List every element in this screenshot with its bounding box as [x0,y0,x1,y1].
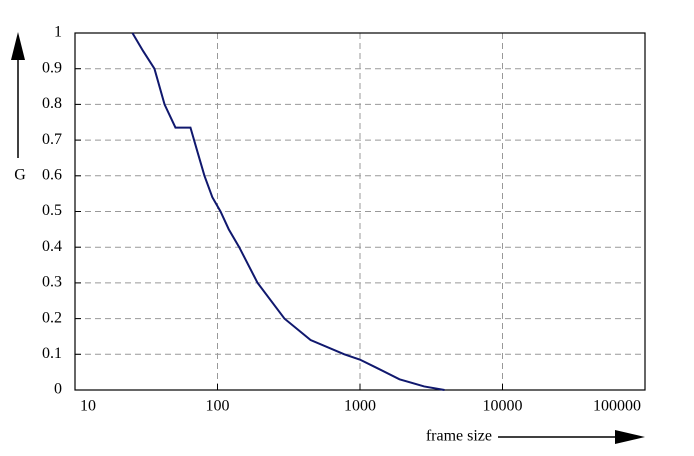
y-tick-label: 0.6 [42,166,62,183]
y-tick-label: 0.9 [42,59,62,76]
y-tick-label: 0.4 [42,238,62,255]
y-tick-label: 0.2 [42,309,62,326]
y-tick-label: 0.5 [42,202,62,219]
y-axis-arrowhead [11,32,25,60]
y-tick-label: 1 [54,24,62,41]
y-tick-label: 0.3 [42,274,62,291]
grid [75,33,645,390]
x-tick-label: 1000 [344,398,376,415]
y-tick-label: 0.8 [42,95,62,112]
y-tick-label: 0 [54,381,62,398]
y-tick-label: 0.1 [42,345,62,362]
y-axis-label: G [14,167,26,184]
x-axis-arrowhead [615,430,645,444]
y-tick-label: 0.7 [42,131,62,148]
x-tick-label: 10000 [483,398,523,415]
x-tick-label: 100000 [593,398,641,415]
x-axis-label: frame size [426,428,492,445]
data-line [131,32,445,391]
x-tick-label: 10 [80,398,96,415]
x-tick-label: 100 [206,398,230,415]
